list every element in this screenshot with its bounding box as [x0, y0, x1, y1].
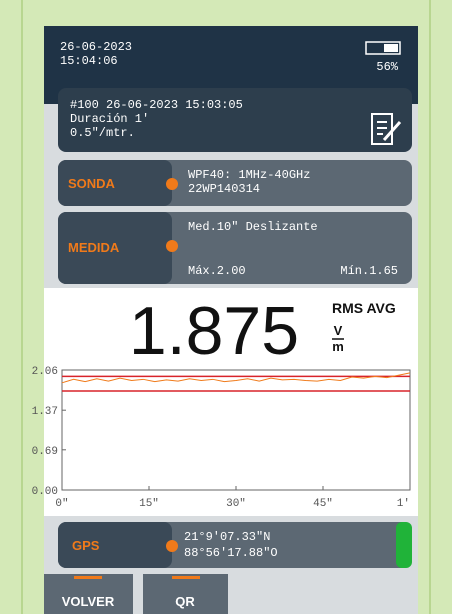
measure-label: MEDIDA [68, 240, 120, 255]
x-tick-label: 15" [139, 498, 159, 510]
gps-label: GPS [72, 538, 100, 553]
gps-tab [58, 522, 172, 568]
gps-status [396, 522, 412, 568]
date: 26-06-2023 [60, 40, 132, 54]
measure-min: Mín.1.65 [340, 264, 398, 278]
button-indicator [74, 576, 102, 579]
button[interactable] [44, 574, 133, 614]
unit-bottom: m [332, 339, 344, 354]
battery-icon [365, 41, 401, 55]
reading-panel [44, 288, 418, 516]
probe-model: WPF40: 1MHz-40GHz [188, 168, 310, 182]
measure-mode: Med.10" Deslizante [188, 220, 318, 234]
measure-max: Máx.2.00 [188, 264, 246, 278]
reading-kind: RMS AVG [332, 300, 396, 316]
x-tick-label: 30" [226, 498, 246, 510]
arrow-icon [166, 540, 178, 552]
button[interactable] [143, 574, 228, 614]
battery-text: 56% [376, 60, 398, 74]
x-tick-label: 45" [313, 498, 333, 510]
y-tick-label: 0.69 [32, 446, 58, 458]
y-tick-label: 2.06 [32, 366, 58, 378]
probe-tab [58, 160, 172, 206]
session-line: 0.5"/mtr. [70, 126, 135, 140]
x-tick-label: 1' [397, 498, 410, 510]
data-line [61, 372, 411, 384]
measure-tab [58, 212, 172, 284]
battery-level [384, 44, 398, 52]
session-line: Duración 1' [70, 112, 149, 126]
probe-label: SONDA [68, 176, 116, 191]
session-line: #100 26-06-2023 15:03:05 [70, 98, 243, 112]
plot: 0.00 0.69 1.37 2.06 0" 15" 30" 45" 1' [32, 366, 411, 510]
probe-serial: 22WP140314 [188, 182, 260, 196]
button-label: VOLVER [62, 594, 115, 609]
arrow-icon [166, 178, 178, 190]
gps-lat: 21°9'07.33"N [184, 530, 270, 544]
reading-value: 1.875 [129, 293, 299, 369]
unit-top: V [334, 323, 343, 338]
y-tick-label: 1.37 [32, 406, 58, 418]
edit-icon [371, 113, 402, 145]
button-label: QR [175, 594, 195, 609]
button-indicator [172, 576, 200, 579]
gps-lon: 88°56'17.88"O [184, 546, 278, 560]
y-tick-label: 0.00 [32, 486, 58, 498]
session-box[interactable] [58, 88, 412, 152]
x-tick-label: 0" [55, 498, 68, 510]
arrow-icon [166, 240, 178, 252]
time: 15:04:06 [60, 54, 118, 68]
